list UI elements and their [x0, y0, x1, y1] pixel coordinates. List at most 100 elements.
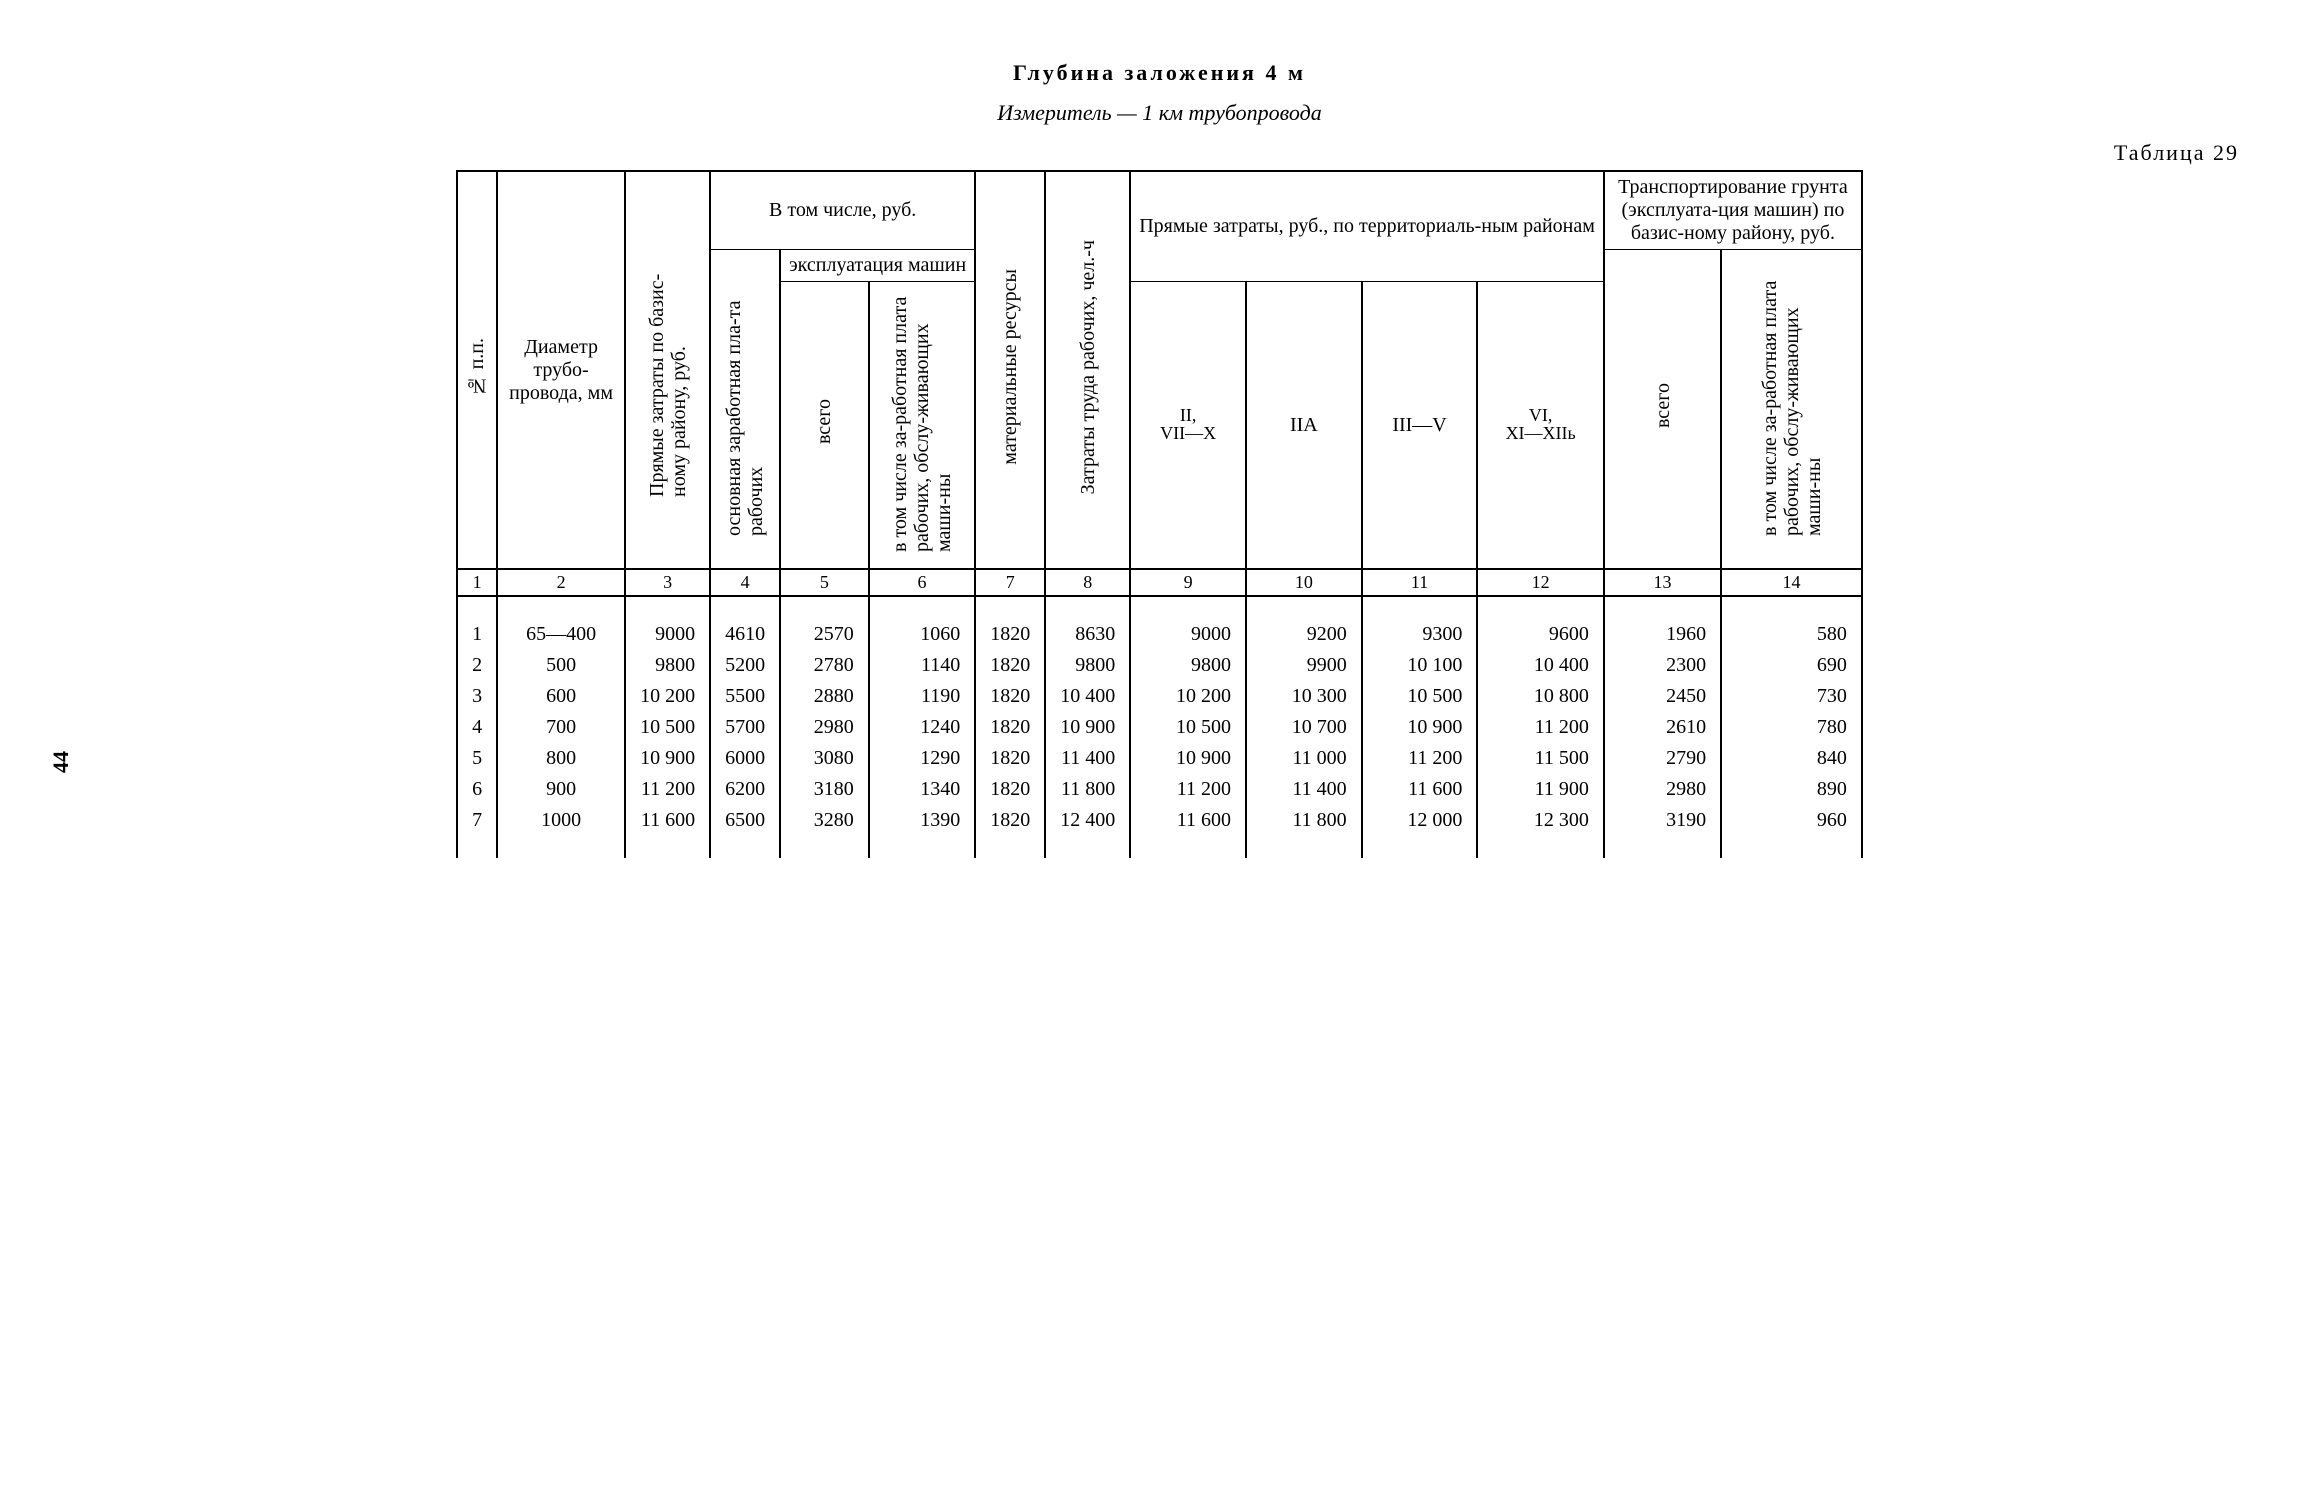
table-cell: 11 500	[1477, 743, 1603, 774]
table-cell: 1240	[869, 712, 975, 743]
table-cell: 5500	[710, 681, 780, 712]
table-row: 470010 500570029801240182010 90010 50010…	[457, 712, 1862, 743]
table-cell: 2880	[780, 681, 869, 712]
table-cell: 3180	[780, 774, 869, 805]
table-cell: 11 400	[1246, 774, 1362, 805]
table-cell: 10 200	[1130, 681, 1246, 712]
table-cell: 10 900	[625, 743, 710, 774]
hdr-group-ekspl: эксплуатация машин	[789, 254, 966, 276]
table-cell: 780	[1721, 712, 1862, 743]
table-cell: 6000	[710, 743, 780, 774]
table-cell: 11 200	[1362, 743, 1478, 774]
table-cell: 6	[457, 774, 497, 805]
table-cell: 1820	[975, 650, 1045, 681]
hdr-group-vtomchisle: В том числе, руб.	[769, 199, 916, 221]
table-cell: 690	[1721, 650, 1862, 681]
table-cell: 9000	[1130, 619, 1246, 650]
table-cell: 1000	[497, 805, 625, 836]
table-cell: 12 300	[1477, 805, 1603, 836]
table-cell: 10 900	[1130, 743, 1246, 774]
table-cell: 6200	[710, 774, 780, 805]
table-row: 580010 900600030801290182011 40010 90011…	[457, 743, 1862, 774]
table-cell: 10 400	[1045, 681, 1130, 712]
table-cell: 2450	[1604, 681, 1721, 712]
table-cell: 6500	[710, 805, 780, 836]
table-cell: 10 500	[1362, 681, 1478, 712]
table-cell: 1060	[869, 619, 975, 650]
table-cell: 10 200	[625, 681, 710, 712]
table-cell: 2980	[1604, 774, 1721, 805]
hdr-col14: в том числе за-работная плата рабочих, о…	[1759, 270, 1825, 542]
table-cell: 9000	[625, 619, 710, 650]
table-cell: 800	[497, 743, 625, 774]
table-cell: 9300	[1362, 619, 1478, 650]
table-cell: 2300	[1604, 650, 1721, 681]
title-measure: Измеритель — 1 км трубопровода	[80, 100, 2239, 126]
table-cell: 9900	[1246, 650, 1362, 681]
table-cell: 11 600	[625, 805, 710, 836]
table-cell: 2980	[780, 712, 869, 743]
table-cell: 1960	[1604, 619, 1721, 650]
table-cell: 7	[457, 805, 497, 836]
table-cell: 1820	[975, 774, 1045, 805]
table-cell: 840	[1721, 743, 1862, 774]
table-cell: 1190	[869, 681, 975, 712]
hdr-col7: материальные ресурсы	[999, 263, 1021, 471]
table-cell: 9800	[625, 650, 710, 681]
table-cell: 9800	[1045, 650, 1130, 681]
table-cell: 3080	[780, 743, 869, 774]
table-row: 7100011 600650032801390182012 40011 6001…	[457, 805, 1862, 836]
table-row: 25009800520027801140182098009800990010 1…	[457, 650, 1862, 681]
title-measure-prefix: Измеритель —	[997, 100, 1142, 125]
hdr-group-territ: Прямые затраты, руб., по территориаль-ны…	[1139, 215, 1595, 237]
hdr-col6: в том числе за-работная плата рабочих, о…	[889, 286, 955, 558]
table-cell: 1820	[975, 712, 1045, 743]
table-cell: 3190	[1604, 805, 1721, 836]
table-cell: 2610	[1604, 712, 1721, 743]
hdr-col9: II,VII—X	[1160, 406, 1216, 442]
table-cell: 11 900	[1477, 774, 1603, 805]
table-cell: 2790	[1604, 743, 1721, 774]
table-cell: 10 900	[1045, 712, 1130, 743]
hdr-col8: Затраты труда рабочих, чел.-ч	[1077, 234, 1099, 500]
table-cell: 500	[497, 650, 625, 681]
table-cell: 11 200	[1477, 712, 1603, 743]
table-cell: 11 800	[1045, 774, 1130, 805]
table-cell: 1290	[869, 743, 975, 774]
table-cell: 65—400	[497, 619, 625, 650]
table-cell: 1	[457, 619, 497, 650]
table-cell: 12 400	[1045, 805, 1130, 836]
table-cell: 1340	[869, 774, 975, 805]
hdr-col3: Прямые затраты по базис-ному району, руб…	[646, 231, 690, 503]
table-cell: 2570	[780, 619, 869, 650]
table-cell: 1820	[975, 681, 1045, 712]
table-cell: 10 300	[1246, 681, 1362, 712]
hdr-col12: VI,XI—XIIь	[1506, 406, 1576, 442]
page-number: 44	[48, 751, 74, 773]
table-row: 165—400900046102570106018208630900092009…	[457, 619, 1862, 650]
hdr-col13: всего	[1652, 377, 1674, 434]
table-cell: 1820	[975, 743, 1045, 774]
table-cell: 3	[457, 681, 497, 712]
table-cell: 11 200	[1130, 774, 1246, 805]
hdr-col1: № п.п.	[466, 332, 488, 402]
hdr-col4: основная заработная пла-та рабочих	[723, 270, 767, 542]
hdr-col11: III—V	[1392, 414, 1446, 436]
table-cell: 11 200	[625, 774, 710, 805]
table-cell: 730	[1721, 681, 1862, 712]
table-cell: 580	[1721, 619, 1862, 650]
table-cell: 10 400	[1477, 650, 1603, 681]
table-cell: 11 800	[1246, 805, 1362, 836]
table-cell: 1140	[869, 650, 975, 681]
table-cell: 11 600	[1130, 805, 1246, 836]
table-number: Таблица 29	[80, 140, 2239, 166]
table-cell: 890	[1721, 774, 1862, 805]
table-cell: 9800	[1130, 650, 1246, 681]
table-cell: 10 500	[625, 712, 710, 743]
table-cell: 9200	[1246, 619, 1362, 650]
hdr-col10: IIА	[1290, 414, 1318, 436]
table-cell: 11 400	[1045, 743, 1130, 774]
table-cell: 10 900	[1362, 712, 1478, 743]
table-cell: 700	[497, 712, 625, 743]
cost-table: № п.п. Диаметр трубо-провода, мм Прямые …	[456, 170, 1863, 858]
